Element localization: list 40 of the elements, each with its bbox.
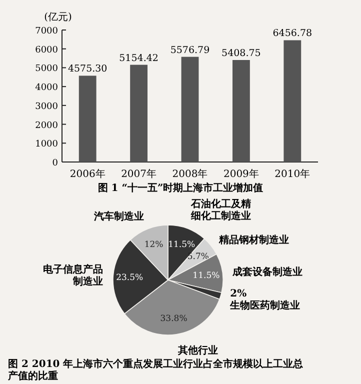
data-label: 12% [144, 240, 164, 250]
x-tick-label: 2008年 [172, 168, 208, 180]
x-tick-label: 2010年 [274, 168, 310, 180]
data-label: 11.5% [168, 240, 196, 250]
y-tick-label: 3000 [35, 102, 58, 112]
x-tick-label: 2006年 [70, 168, 106, 180]
y-tick-label: 1000 [35, 140, 58, 150]
data-label: 2% [230, 288, 248, 300]
data-label: 11.5% [192, 271, 220, 282]
data-label: 5154.42 [119, 52, 158, 64]
bar [78, 76, 96, 162]
data-label: 5576.79 [170, 44, 210, 56]
bar [130, 64, 148, 162]
y-tick-label: 5000 [35, 64, 58, 74]
bar [181, 56, 199, 162]
y-tick-label: 7000 [35, 26, 58, 36]
data-label: 33.8% [160, 314, 188, 324]
data-label: 5.7% [187, 252, 209, 262]
y-axis-title: (亿元) [44, 12, 72, 23]
text: 图 2 2010 年上海市六个重点发展工业行业占全市规模以上工业总产值的比重 [7, 358, 304, 382]
slice-label: 生物医药制造业 [229, 299, 300, 312]
y-tick-label: 6000 [35, 45, 58, 56]
x-tick-label: 2009年 [223, 168, 259, 180]
data-label: 5408.75 [222, 48, 261, 60]
slice-label: 成套设备制造业 [231, 266, 302, 278]
slice-label: 精品钢材制造业 [218, 234, 289, 246]
slice-label: 电子信息产品制造业 [43, 263, 104, 288]
slice-label: 石油化工及精细化工制造业 [190, 198, 251, 222]
data-label: 23.5% [116, 272, 144, 283]
y-tick-label: 4000 [35, 83, 58, 94]
data-label: 6456.78 [272, 28, 312, 40]
slice-label: 其他行业 [176, 344, 218, 356]
slice-label: 汽车制造业 [93, 210, 144, 223]
text: 图 1 “十一五”时期上海市工业增加值 [98, 182, 264, 194]
y-tick-label: 0 [52, 158, 58, 168]
data-label: 4575.30 [68, 64, 108, 75]
bar [284, 40, 302, 162]
bar [232, 60, 250, 162]
x-tick-label: 2007年 [121, 168, 157, 180]
y-tick-label: 2000 [35, 120, 58, 131]
